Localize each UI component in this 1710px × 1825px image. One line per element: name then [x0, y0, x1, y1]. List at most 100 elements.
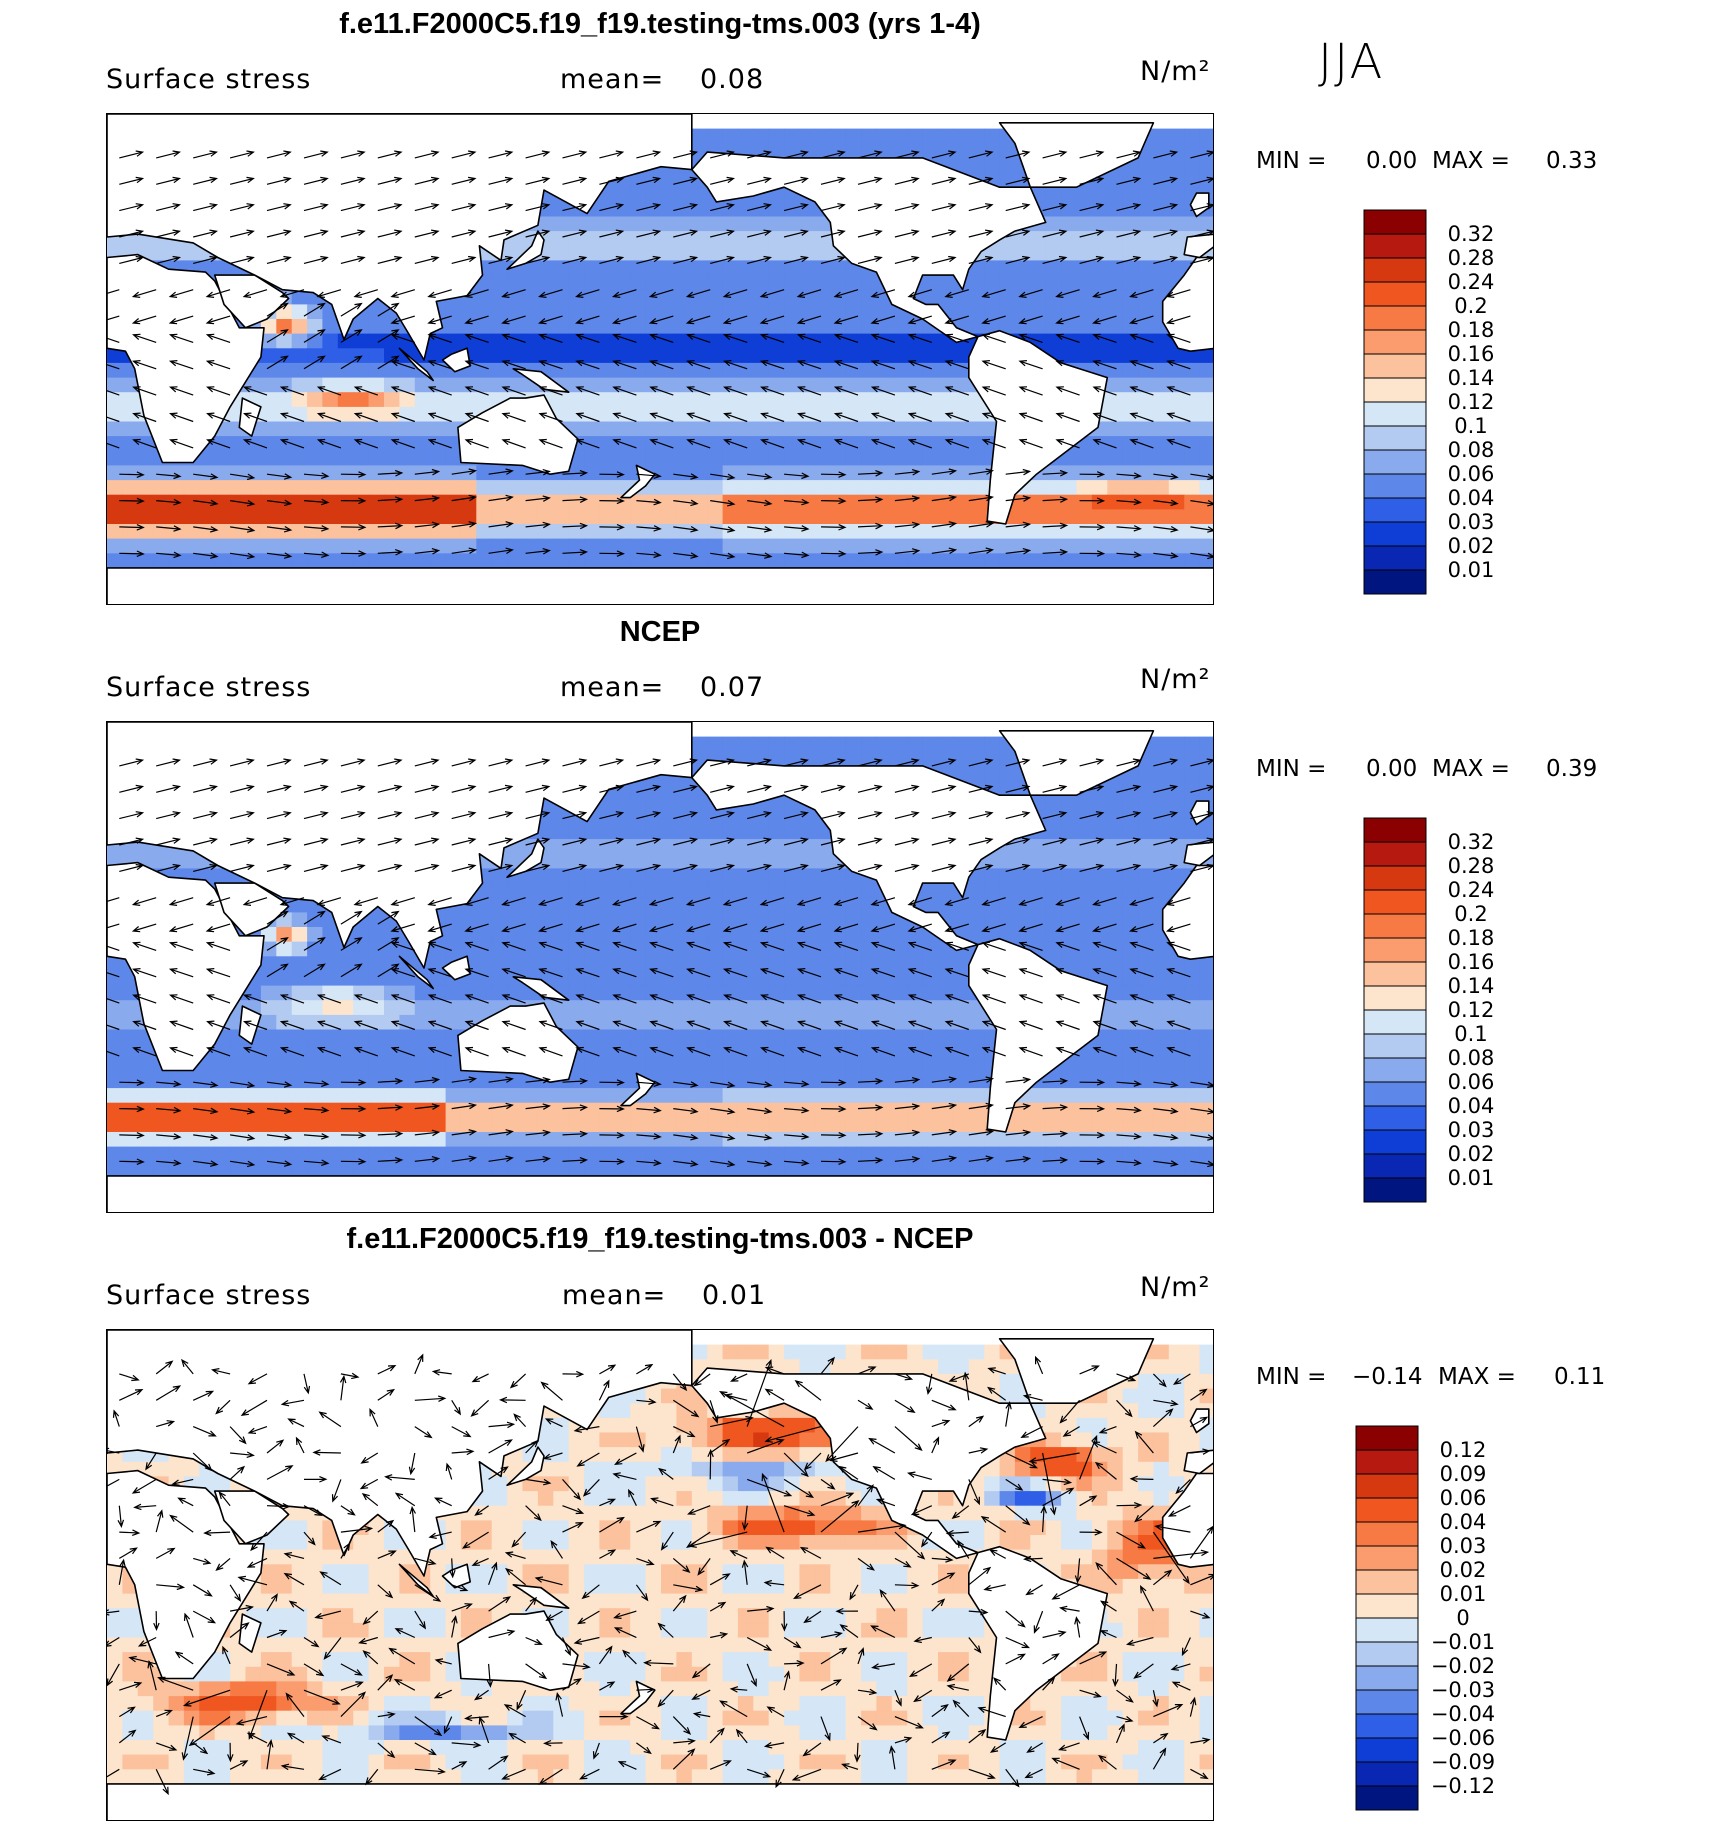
wind-arrow — [649, 412, 674, 423]
field-cell — [768, 377, 785, 393]
field-cell — [676, 436, 693, 452]
field-cell — [1045, 275, 1062, 291]
field-cell — [737, 275, 754, 291]
field-cell — [1138, 824, 1155, 840]
field-cell — [1168, 480, 1185, 496]
field-cell — [353, 985, 370, 1001]
field-cell — [676, 1146, 693, 1162]
field-cell — [737, 736, 754, 752]
field-cell — [830, 319, 847, 335]
field-cell — [938, 736, 954, 752]
field-cell — [753, 275, 770, 291]
field-cell — [861, 128, 878, 144]
wind-arrow — [414, 203, 440, 212]
wind-arrow — [266, 525, 293, 533]
field-cell — [845, 1117, 862, 1133]
field-cell — [384, 421, 400, 437]
field-cell — [1153, 868, 1170, 884]
field-cell — [337, 406, 354, 423]
colorbar-tick-label: 0.03 — [1448, 510, 1495, 534]
field-cell — [353, 1029, 370, 1045]
field-cell — [1184, 1117, 1201, 1133]
field-cell — [568, 956, 585, 972]
field-cell — [507, 275, 524, 291]
wind-arrow — [193, 552, 219, 559]
colorbar-tick-label: 0.01 — [1448, 558, 1495, 582]
field-cell — [768, 985, 785, 1001]
field-cell — [676, 883, 693, 899]
field-cell — [830, 421, 847, 437]
field-cell — [260, 1146, 277, 1162]
field-cell — [891, 736, 908, 752]
field-cell — [445, 912, 462, 928]
field-cell — [661, 824, 677, 840]
field-cell — [784, 377, 801, 393]
field-cell — [1091, 260, 1108, 276]
field-cell — [599, 824, 616, 840]
field-cell — [1184, 1132, 1201, 1148]
field-cell — [1122, 260, 1139, 276]
field-cell — [1122, 1044, 1139, 1060]
field-cell — [599, 897, 616, 913]
wind-arrow — [747, 552, 773, 559]
colorbar-tick-label: 0.12 — [1448, 390, 1495, 414]
field-cell — [537, 824, 554, 840]
field-cell — [522, 553, 539, 569]
field-cell — [814, 289, 831, 305]
field-cell — [876, 1014, 893, 1031]
wind-arrow — [820, 229, 846, 238]
field-cell — [553, 348, 570, 364]
field-cell — [999, 927, 1016, 943]
field-cell — [199, 1058, 216, 1074]
field-cell — [630, 1058, 647, 1074]
field-cell — [553, 480, 570, 496]
wind-arrow — [1092, 333, 1117, 343]
field-cell — [322, 1014, 339, 1031]
field-cell — [1061, 795, 1078, 811]
field-cell — [307, 450, 324, 466]
field-cell — [122, 436, 139, 452]
wind-arrow — [340, 329, 363, 343]
field-cell — [968, 480, 985, 496]
wind-arrow — [686, 412, 711, 423]
field-cell — [814, 128, 831, 144]
field-cell — [1107, 304, 1124, 320]
field-cell — [845, 985, 862, 1001]
field-cell — [953, 436, 970, 452]
field-cell — [553, 941, 570, 957]
field-cell — [1138, 780, 1155, 796]
wind-arrow — [1116, 525, 1142, 532]
field-cell — [1168, 1088, 1185, 1104]
wind-arrow — [501, 315, 526, 325]
field-cell — [814, 362, 831, 379]
field-cell — [876, 348, 893, 364]
wind-arrow — [1153, 473, 1179, 480]
wind-arrow — [316, 438, 342, 449]
field-cell — [568, 509, 585, 525]
field-cell — [784, 406, 801, 423]
wind-arrow — [340, 176, 366, 185]
wind-arrow — [575, 360, 600, 370]
field-cell — [1076, 509, 1093, 525]
field-cell — [522, 304, 539, 320]
field-cell — [491, 362, 508, 379]
field-cell — [784, 1146, 801, 1162]
field-cell — [245, 480, 262, 496]
field-cell — [522, 897, 539, 913]
field-cell — [153, 1102, 170, 1118]
field-cell — [799, 1088, 816, 1104]
field-cell — [322, 450, 339, 466]
field-cell — [1138, 956, 1155, 972]
field-cell — [1014, 260, 1031, 276]
field-cell — [291, 927, 308, 943]
field-cell — [291, 1102, 308, 1118]
field-cell — [368, 406, 385, 423]
field-cell — [737, 216, 754, 232]
wind-arrow — [944, 360, 969, 370]
field-cell — [1153, 824, 1170, 840]
field-cell — [1153, 128, 1170, 144]
field-cell — [722, 538, 739, 554]
field-cell — [707, 970, 724, 987]
field-cell — [122, 450, 139, 466]
field-cell — [599, 795, 616, 811]
